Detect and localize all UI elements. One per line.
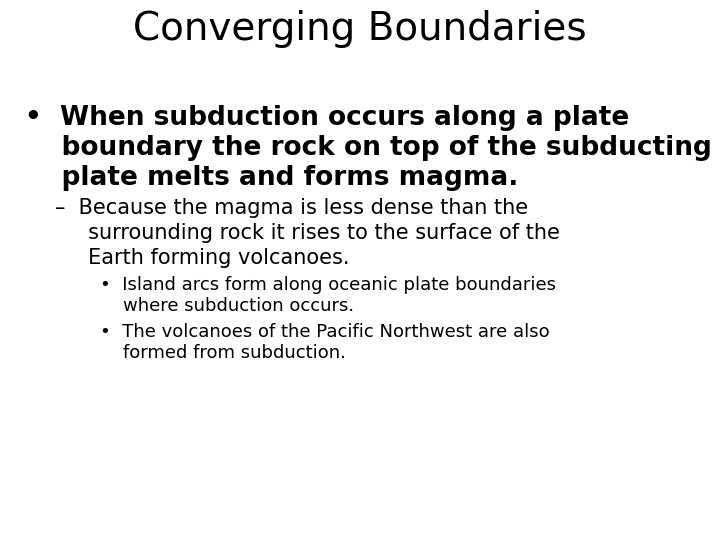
Text: surrounding rock it rises to the surface of the: surrounding rock it rises to the surface…	[55, 223, 560, 243]
Text: Converging Boundaries: Converging Boundaries	[133, 10, 587, 48]
Text: plate melts and forms magma.: plate melts and forms magma.	[25, 165, 518, 191]
Text: Earth forming volcanoes.: Earth forming volcanoes.	[55, 248, 349, 268]
Text: formed from subduction.: formed from subduction.	[100, 344, 346, 362]
Text: where subduction occurs.: where subduction occurs.	[100, 297, 354, 315]
Text: •  When subduction occurs along a plate: • When subduction occurs along a plate	[25, 105, 629, 131]
Text: boundary the rock on top of the subducting: boundary the rock on top of the subducti…	[25, 135, 712, 161]
Text: •  Island arcs form along oceanic plate boundaries: • Island arcs form along oceanic plate b…	[100, 276, 556, 294]
Text: •  The volcanoes of the Pacific Northwest are also: • The volcanoes of the Pacific Northwest…	[100, 323, 549, 341]
Text: –  Because the magma is less dense than the: – Because the magma is less dense than t…	[55, 198, 528, 218]
